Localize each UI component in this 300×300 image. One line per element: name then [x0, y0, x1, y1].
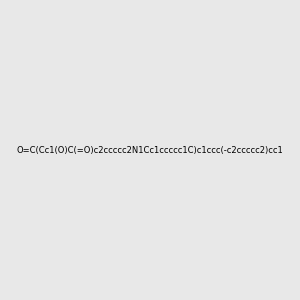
Text: O=C(Cc1(O)C(=O)c2ccccc2N1Cc1ccccc1C)c1ccc(-c2ccccc2)cc1: O=C(Cc1(O)C(=O)c2ccccc2N1Cc1ccccc1C)c1cc… — [16, 146, 283, 154]
